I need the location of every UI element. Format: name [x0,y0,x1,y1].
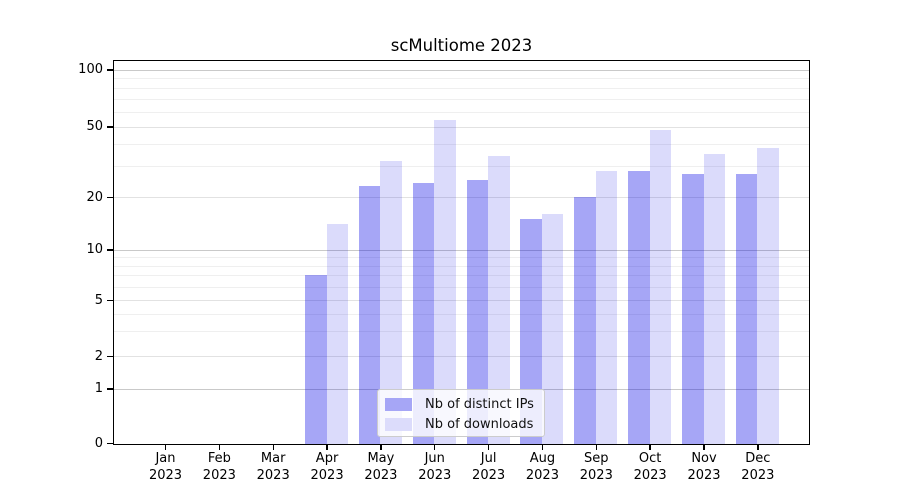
gridline-80 [114,87,809,89]
bar-ips-jul [466,179,489,444]
x-tick [434,445,436,450]
x-tick-label: Oct 2023 [633,451,667,483]
y-tick-label: 10 [86,242,103,257]
x-tick [757,445,759,450]
x-tick-label: Apr 2023 [310,451,344,483]
gridline-100 [114,69,809,71]
gridline-8 [114,265,809,267]
bar-downloads-oct [649,129,672,444]
gridline-30 [114,165,809,167]
gridline-9 [114,257,809,259]
x-tick-label: Jan 2023 [148,451,183,483]
bar-downloads-aug [541,213,564,444]
x-tick [164,445,167,450]
y-tick-label: 1 [94,381,103,396]
gridline-5 [114,300,809,301]
bar-ips-jun [412,182,435,444]
bar-ips-aug [520,218,542,444]
bar-ips-nov [682,173,704,444]
bar-ips-may [358,186,381,444]
gridline-2 [114,356,809,357]
gridline-50 [114,126,809,128]
x-tick [218,445,221,450]
chart-title: scMultiome 2023 [390,36,533,55]
x-tick [595,445,597,450]
bar-downloads-apr [326,224,349,444]
x-tick [649,445,651,450]
gridline-6 [114,286,809,288]
bar-ips-apr [305,275,327,444]
legend-swatch-downloads-icon [385,417,412,431]
gridline-3 [114,331,809,333]
y-tick-label: 0 [94,435,103,451]
x-tick-label: Nov 2023 [687,451,721,483]
bar-downloads-jul [488,156,510,444]
gridline-20 [114,197,809,198]
legend-swatch-distinct-ips-icon [385,397,412,411]
y-tick-label: 20 [86,189,103,205]
gridline-4 [114,313,809,315]
y-tick-label: 50 [86,119,103,134]
gridline-7 [114,275,809,277]
legend-label-distinct-ips: Nb of distinct IPs [425,396,534,412]
x-tick-label: Mar 2023 [256,451,290,483]
gridline-70 [114,98,809,100]
bar-ips-oct [628,171,650,444]
plot-area: Nb of distinct IPs Nb of downloads [113,60,810,445]
x-tick-label: Dec 2023 [741,451,775,483]
x-tick-label: Jul 2023 [472,451,506,483]
y-tick-label: 2 [94,348,103,364]
legend-item-distinct-ips: Nb of distinct IPs [385,394,544,414]
gridline-40 [114,143,809,145]
x-tick [487,445,490,450]
x-tick-label: Jun 2023 [418,451,452,483]
bar-downloads-nov [703,153,725,444]
gridline-10 [114,249,809,251]
bar-downloads-may [380,160,402,444]
legend-item-downloads: Nb of downloads [385,414,544,434]
y-tick-label: 5 [94,292,103,308]
legend-label-downloads: Nb of downloads [425,416,534,432]
bar-downloads-jun [434,120,456,444]
legend: Nb of distinct IPs Nb of downloads [377,389,545,437]
x-tick-label: May 2023 [364,451,398,483]
x-tick [703,445,705,450]
bar-downloads-sep [595,171,618,444]
x-tick [272,445,274,450]
gridline-90 [114,78,809,80]
gridline-60 [114,111,809,113]
y-tick-label: 100 [78,62,103,77]
bar-downloads-dec [757,147,779,444]
x-tick [326,445,328,450]
x-tick-label: Sep 2023 [579,451,613,483]
x-tick-label: Feb 2023 [202,451,236,483]
x-tick-label: Aug 2023 [525,451,559,483]
x-tick [541,445,544,450]
x-tick [380,445,382,450]
bar-ips-sep [574,197,596,444]
bar-ips-dec [735,173,758,444]
